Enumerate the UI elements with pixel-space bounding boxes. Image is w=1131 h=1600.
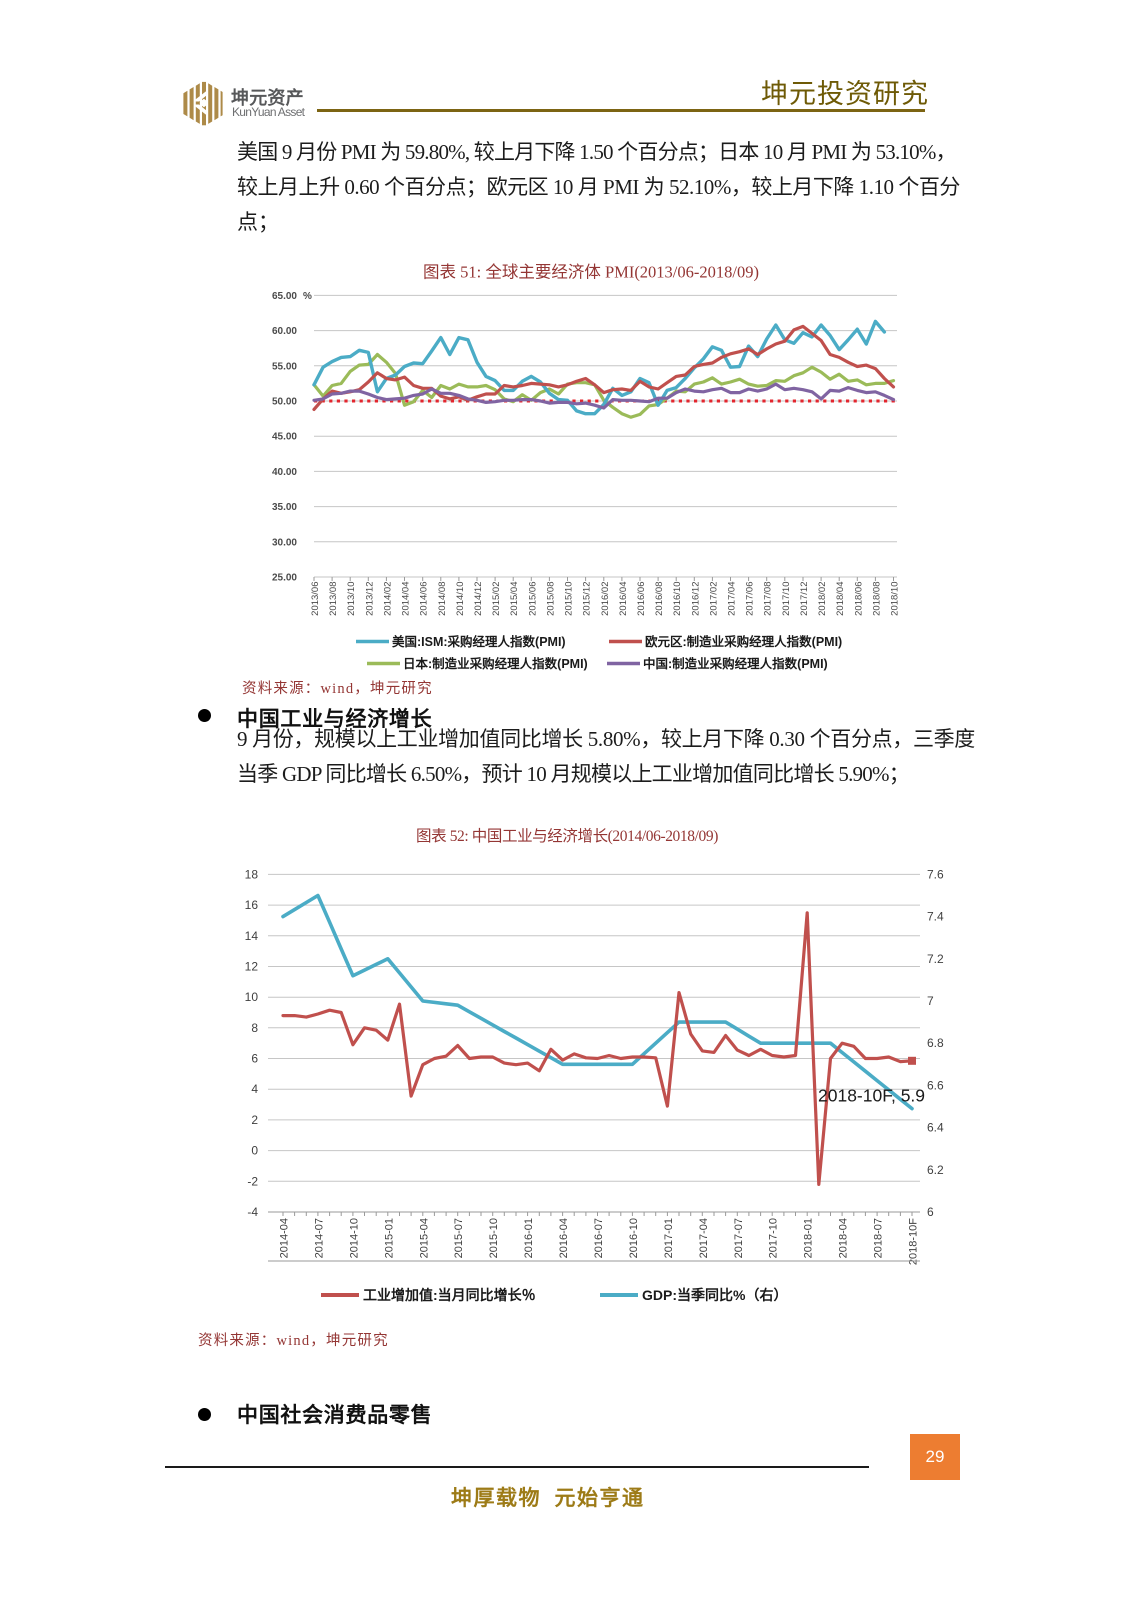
svg-text:-2: -2 <box>247 1174 258 1188</box>
svg-text:30.00: 30.00 <box>272 537 297 548</box>
svg-text:2017/08: 2017/08 <box>763 582 774 616</box>
svg-text:6.4: 6.4 <box>927 1121 944 1135</box>
svg-text:60.00: 60.00 <box>272 326 297 337</box>
svg-text:55.00: 55.00 <box>272 361 297 372</box>
svg-text:7.2: 7.2 <box>927 952 944 966</box>
svg-text:6: 6 <box>251 1052 258 1066</box>
svg-text:2018/04: 2018/04 <box>835 582 846 616</box>
svg-text:2018-10F: 2018-10F <box>908 1218 920 1265</box>
svg-text:2014/02: 2014/02 <box>382 582 393 616</box>
svg-text:7.4: 7.4 <box>927 910 944 924</box>
svg-text:2017-07: 2017-07 <box>733 1218 745 1258</box>
svg-text:2017/06: 2017/06 <box>745 582 756 616</box>
svg-text:2016/06: 2016/06 <box>636 582 647 616</box>
svg-text:2017-10: 2017-10 <box>768 1218 780 1258</box>
svg-text:2015-07: 2015-07 <box>453 1218 465 1258</box>
svg-text:欧元区:制造业采购经理人指数(PMI): 欧元区:制造业采购经理人指数(PMI) <box>645 634 842 649</box>
svg-text:2018/10: 2018/10 <box>890 582 901 616</box>
svg-text:2016-01: 2016-01 <box>523 1218 535 1258</box>
svg-text:2016-07: 2016-07 <box>593 1218 605 1258</box>
svg-text:2017/02: 2017/02 <box>708 582 719 616</box>
svg-text:2015/04: 2015/04 <box>509 582 520 616</box>
svg-text:2: 2 <box>251 1113 258 1127</box>
svg-text:65.00: 65.00 <box>272 291 297 302</box>
svg-text:6.6: 6.6 <box>927 1078 944 1092</box>
svg-text:图表 52: 中国工业与经济增长(2014/06-201: 图表 52: 中国工业与经济增长(2014/06-2018/09) <box>416 827 718 845</box>
svg-text:2013/12: 2013/12 <box>364 582 375 616</box>
svg-text:14: 14 <box>245 929 259 943</box>
svg-text:2016/08: 2016/08 <box>654 582 665 616</box>
svg-text:-4: -4 <box>247 1205 258 1219</box>
svg-text:4: 4 <box>251 1082 258 1096</box>
svg-text:2016/10: 2016/10 <box>672 582 683 616</box>
svg-text:2014-07: 2014-07 <box>313 1218 325 1258</box>
svg-text:2018-10F, 5.9: 2018-10F, 5.9 <box>818 1086 925 1106</box>
svg-text:2015-10: 2015-10 <box>488 1218 500 1258</box>
svg-text:%: % <box>303 291 312 302</box>
svg-text:6: 6 <box>927 1205 934 1219</box>
svg-text:16: 16 <box>245 898 259 912</box>
svg-text:8: 8 <box>251 1021 258 1035</box>
svg-text:2015/12: 2015/12 <box>582 582 593 616</box>
svg-text:2014/10: 2014/10 <box>455 582 466 616</box>
svg-text:2014-04: 2014-04 <box>279 1218 291 1258</box>
svg-text:2018-07: 2018-07 <box>873 1218 885 1258</box>
svg-text:工业增加值:当月同比增长％: 工业增加值:当月同比增长％ <box>363 1287 536 1303</box>
svg-text:2018/06: 2018/06 <box>853 582 864 616</box>
svg-text:12: 12 <box>245 960 259 974</box>
svg-text:2018/08: 2018/08 <box>871 582 882 616</box>
svg-text:6.2: 6.2 <box>927 1163 944 1177</box>
svg-text:2013/10: 2013/10 <box>346 582 357 616</box>
svg-text:2017-01: 2017-01 <box>663 1218 675 1258</box>
svg-text:2016-04: 2016-04 <box>558 1218 570 1258</box>
svg-text:2018-04: 2018-04 <box>838 1218 850 1258</box>
svg-text:2013/08: 2013/08 <box>328 582 339 616</box>
svg-text:2018/02: 2018/02 <box>817 582 828 616</box>
svg-text:2016-10: 2016-10 <box>628 1218 640 1258</box>
svg-text:2018-01: 2018-01 <box>803 1218 815 1258</box>
svg-text:2014-10: 2014-10 <box>348 1218 360 1258</box>
svg-text:0: 0 <box>251 1144 258 1158</box>
svg-text:图表 51: 全球主要经济体 PMI(2013/06-2: 图表 51: 全球主要经济体 PMI(2013/06-2018/09) <box>423 263 759 282</box>
svg-text:2015/02: 2015/02 <box>491 582 502 616</box>
svg-text:6.8: 6.8 <box>927 1036 944 1050</box>
svg-text:7: 7 <box>927 994 934 1008</box>
svg-text:2015/06: 2015/06 <box>527 582 538 616</box>
svg-text:45.00: 45.00 <box>272 432 297 443</box>
svg-text:2016/12: 2016/12 <box>690 582 701 616</box>
svg-text:2014/06: 2014/06 <box>419 582 430 616</box>
svg-text:2016/04: 2016/04 <box>618 582 629 616</box>
svg-text:10: 10 <box>245 990 259 1004</box>
svg-text:2015-01: 2015-01 <box>383 1218 395 1258</box>
svg-text:18: 18 <box>245 867 259 881</box>
svg-text:美国:ISM:采购经理人指数(PMI): 美国:ISM:采购经理人指数(PMI) <box>392 634 566 649</box>
svg-text:2017/10: 2017/10 <box>781 582 792 616</box>
svg-text:2013/06: 2013/06 <box>310 582 321 616</box>
svg-text:2017-04: 2017-04 <box>698 1218 710 1258</box>
svg-text:2014/12: 2014/12 <box>473 582 484 616</box>
svg-text:GDP:当季同比%（右）: GDP:当季同比%（右） <box>642 1287 787 1303</box>
svg-text:2017/04: 2017/04 <box>727 582 738 616</box>
svg-text:40.00: 40.00 <box>272 467 297 478</box>
svg-text:日本:制造业采购经理人指数(PMI): 日本:制造业采购经理人指数(PMI) <box>403 656 588 671</box>
svg-text:2015/08: 2015/08 <box>545 582 556 616</box>
svg-text:2017/12: 2017/12 <box>799 582 810 616</box>
svg-text:中国:制造业采购经理人指数(PMI): 中国:制造业采购经理人指数(PMI) <box>643 656 828 671</box>
svg-text:2014/08: 2014/08 <box>437 582 448 616</box>
svg-text:2015-04: 2015-04 <box>418 1218 430 1258</box>
svg-text:25.00: 25.00 <box>272 573 297 584</box>
svg-text:35.00: 35.00 <box>272 502 297 513</box>
svg-text:2014/04: 2014/04 <box>401 582 412 616</box>
svg-text:50.00: 50.00 <box>272 397 297 408</box>
svg-text:2015/10: 2015/10 <box>564 582 575 616</box>
svg-text:2016/02: 2016/02 <box>600 582 611 616</box>
svg-text:7.6: 7.6 <box>927 867 944 881</box>
